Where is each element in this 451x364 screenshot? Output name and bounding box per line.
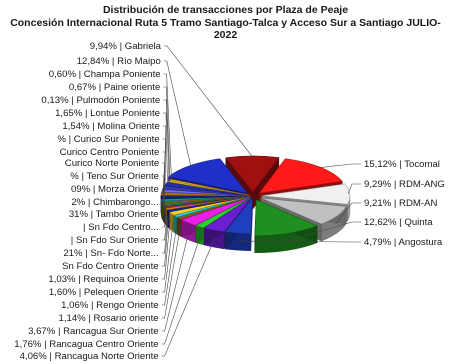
leader-line (161, 224, 178, 306)
slice-label: Curico Centro Poniente (60, 147, 160, 158)
leader-line (163, 60, 192, 167)
leader-line (163, 112, 168, 185)
slice-label: 4,79% | Angostura (364, 237, 443, 248)
slice-label: Sn Fdo Centro Oriente (62, 261, 159, 272)
slice-label: 21% | Sn- Fdo Norte... (63, 248, 158, 259)
leader-line (161, 221, 174, 293)
pie-slice-rancagua-sur-oriente (180, 197, 251, 226)
leader-line (161, 234, 201, 345)
leader-line (161, 188, 166, 210)
slice-label: 0,67% | Paine oriente (69, 82, 161, 93)
leader-line (162, 151, 166, 194)
slice-label: 1,60% | Pelequen Oriente (49, 287, 159, 298)
pie-slice-tocomal (258, 158, 343, 194)
slice-label: 1,14% | Rosario oriente (59, 313, 159, 324)
slice-label: | Sn Fdo Centro... (83, 222, 159, 233)
slice-label: 3,67% | Rancagua Sur Oriente (28, 326, 159, 337)
leader-line (162, 162, 166, 206)
slice-label: 15,12% | Tocomal (364, 159, 440, 170)
leader-line (163, 99, 170, 183)
slice-label: | Sn Fdo Sur Oriente (71, 235, 159, 246)
leader-line (161, 212, 166, 215)
leader-line (319, 163, 361, 168)
pie-slice-angostura (224, 197, 253, 235)
leader-line (161, 230, 190, 332)
slice-label: 1,03% | Requinoa Oriente (48, 274, 158, 285)
leader-line (347, 183, 361, 195)
slice-label: 9,94% | Gabriela (90, 41, 162, 52)
slice-label: Curico Norte Poniente (65, 158, 159, 169)
pie-slice-rdm-an (260, 197, 347, 225)
slice-label: 9,21% | RDM-AN (364, 198, 437, 209)
leader-line (163, 73, 172, 181)
leader-line (161, 215, 168, 241)
leader-line (238, 240, 361, 243)
slice-label: % | Teno Sur Oriente (70, 171, 159, 182)
slice-label: 1,54% | Molina Oriente (62, 121, 159, 132)
pie-slice-quinta (254, 199, 318, 237)
slice-label: 9,29% | RDM-ANG (364, 179, 445, 190)
leader-line (163, 86, 171, 182)
slice-label: 31% | Tambo Oriente (69, 209, 159, 220)
pie-slice-rancagua-norte-oriente (203, 197, 252, 233)
leader-line (161, 237, 215, 357)
leader-line (161, 217, 169, 267)
slice-label: % | Curico Sur Poniente (57, 134, 159, 145)
slice-label: 0,60% | Champa Poniente (49, 69, 161, 80)
slice-label: 12,62% | Quinta (364, 217, 433, 228)
slice-label: 12,84% | Río Maipo (77, 56, 161, 67)
leader-line (161, 216, 168, 254)
leader-line (161, 201, 165, 212)
slice-label: 1,65% | Lontue Poniente (55, 108, 160, 119)
leader-line (335, 202, 361, 225)
slice-label: 1,76% | Rancagua Centro Oriente (14, 339, 158, 350)
leader-line (164, 45, 253, 157)
chart-subtitle: Concesión Internacional Ruta 5 Tramo San… (10, 17, 441, 41)
slice-label: 0,13% | Pulmodón Poniente (41, 95, 160, 106)
leader-line (162, 125, 167, 188)
leader-line (161, 219, 171, 280)
pie-slice-rdm-ang (261, 183, 351, 205)
leader-line (162, 175, 166, 209)
slice-label: 4,06% | Rancagua Norte Oriente (20, 351, 159, 362)
pie-slice-rancagua-centro-oriente (195, 197, 251, 229)
leader-line (287, 221, 361, 242)
leader-line (161, 226, 181, 319)
leader-line (161, 214, 167, 228)
slice-label: 09% | Morza Oriente (71, 184, 159, 195)
chart-title: Distribución de transacciones por Plaza … (102, 4, 349, 16)
pie-slice-gabriela (225, 155, 280, 193)
slice-label: 2% | Chimbarongo... (71, 197, 158, 208)
slice-label: 1,06% | Rengo Oriente (61, 300, 158, 311)
